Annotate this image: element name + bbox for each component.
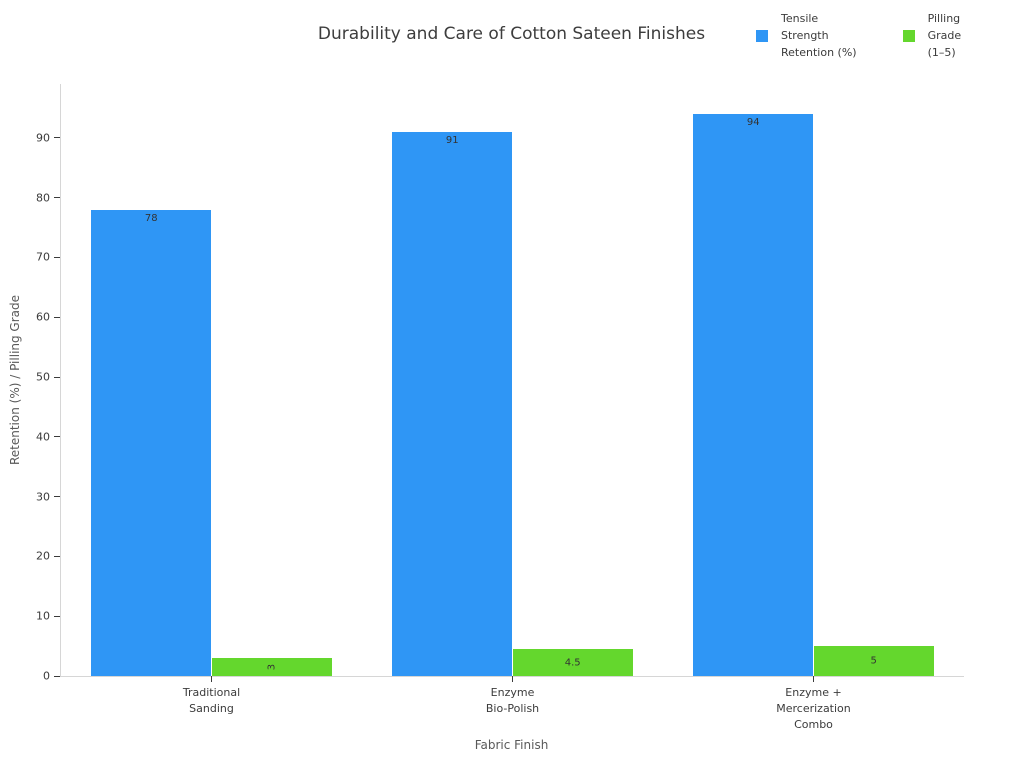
y-tick-mark — [54, 615, 60, 617]
x-tick-mark — [512, 676, 513, 682]
bar-pilling — [211, 658, 332, 676]
legend-item-pilling-grade: Pilling Grade (1–5) — [902, 10, 962, 61]
y-tick-label: 70 — [36, 250, 50, 264]
y-tick-label: 40 — [36, 430, 50, 444]
x-tick-label: Enzyme Bio-Polish — [485, 686, 540, 715]
legend-swatch — [756, 29, 768, 42]
bar-value-label: 94 — [746, 116, 760, 128]
y-tick-label: 0 — [43, 669, 50, 683]
y-tick-mark — [54, 675, 60, 677]
x-tick-label: Traditional Sanding — [182, 686, 241, 715]
y-tick-mark — [54, 436, 60, 438]
bar-pilling — [813, 646, 934, 676]
y-tick-mark — [54, 496, 60, 498]
y-tick-label: 20 — [36, 549, 50, 563]
bar-value-label: 5 — [870, 655, 877, 667]
legend: Tensile Strength Retention (%) Pilling Gr… — [756, 10, 961, 61]
x-tick-label: Enzyme + Mercerization Combo — [776, 686, 851, 731]
x-tick-mark — [813, 676, 814, 682]
y-tick-mark — [54, 256, 60, 258]
bar-tensile — [693, 113, 814, 676]
y-tick-label: 90 — [36, 131, 50, 145]
y-tick-mark — [54, 137, 60, 139]
y-tick-label: 60 — [36, 310, 50, 324]
x-axis-label: Fabric Finish — [474, 738, 549, 752]
y-tick-label: 10 — [36, 609, 50, 623]
y-tick-mark — [54, 376, 60, 378]
y-tick-label: 50 — [36, 370, 50, 384]
legend-label: Tensile Strength Retention (%) — [781, 12, 857, 59]
chart-title: Durability and Care of Cotton Sateen Fin… — [317, 24, 706, 44]
legend-item-tensile-strength: Tensile Strength Retention (%) — [756, 10, 857, 61]
bar-value-label: 78 — [144, 212, 158, 224]
x-tick-mark — [211, 676, 212, 682]
bar-value-label: 3 — [266, 663, 278, 671]
y-tick-mark — [54, 197, 60, 199]
y-tick-label: 30 — [36, 490, 50, 504]
y-tick-mark — [54, 555, 60, 557]
y-tick-label: 80 — [36, 191, 50, 205]
legend-swatch — [902, 29, 915, 42]
plot-area: 0 10 20 30 40 50 60 70 80 90 Traditional Sanding En… — [36, 84, 964, 731]
y-axis-label: Retention (%) / Pilling Grade — [8, 294, 22, 466]
bar-tensile — [91, 209, 212, 676]
bar-value-label: 4.5 — [564, 657, 581, 669]
bar-value-label: 91 — [445, 134, 459, 146]
bar-pilling — [512, 649, 633, 676]
legend-label: Pilling Grade (1–5) — [927, 12, 962, 59]
y-tick-mark — [54, 316, 60, 318]
bar-tensile — [392, 131, 513, 676]
